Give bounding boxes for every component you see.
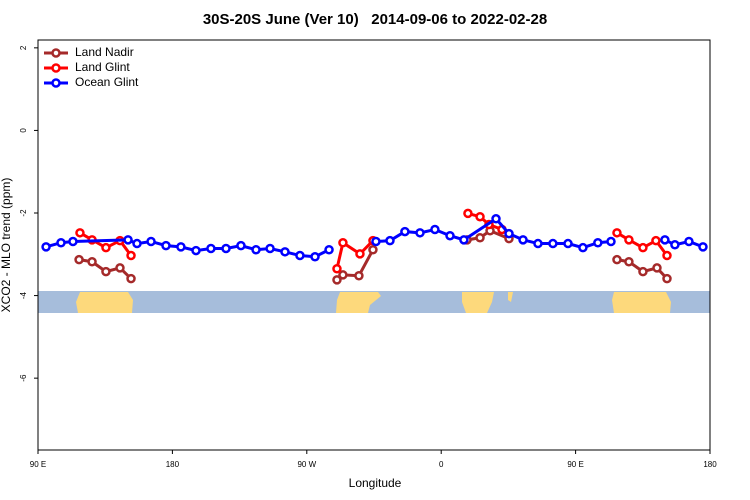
x-axis-label: Longitude	[349, 476, 402, 490]
point	[68, 236, 78, 247]
point	[310, 252, 320, 262]
point	[463, 208, 473, 219]
point	[75, 228, 85, 238]
point	[670, 240, 680, 250]
plot-frame	[37, 39, 711, 451]
point	[606, 236, 616, 247]
x-tick-label: 90 W	[297, 460, 316, 469]
point	[475, 233, 485, 243]
point	[548, 238, 558, 249]
point	[206, 243, 216, 254]
point	[662, 273, 672, 284]
legend-label: Ocean Glint	[75, 75, 139, 89]
point	[251, 244, 261, 255]
point	[236, 240, 246, 251]
point	[415, 228, 425, 238]
y-tick-label: -2	[19, 209, 28, 217]
point	[578, 242, 588, 253]
point	[338, 237, 348, 248]
legend-label: Land Glint	[75, 60, 130, 74]
point	[612, 254, 622, 265]
point	[332, 275, 342, 285]
legend-marker	[51, 63, 61, 73]
point	[101, 266, 111, 277]
point	[338, 270, 348, 280]
chart-title: 30S-20S June (Ver 10) 2014-09-06 to 2022…	[203, 11, 547, 28]
point	[533, 238, 543, 249]
point	[368, 244, 378, 255]
y-tick-label: -6	[19, 374, 28, 382]
y-tick-label: -4	[19, 291, 28, 299]
point	[518, 235, 528, 245]
point	[161, 240, 171, 251]
legend-marker	[51, 78, 61, 88]
point	[593, 237, 603, 248]
point	[459, 235, 469, 245]
point	[504, 228, 514, 239]
point	[101, 242, 111, 253]
x-tick-label: 180	[166, 460, 180, 469]
point	[612, 228, 622, 238]
point	[354, 271, 364, 281]
point	[332, 263, 342, 274]
land	[336, 292, 381, 313]
point	[651, 235, 661, 246]
x-tick-label: 90 E	[30, 460, 46, 469]
point	[445, 230, 455, 241]
land	[612, 292, 671, 313]
y-tick-label: 0	[19, 128, 28, 133]
point	[624, 235, 634, 245]
point	[126, 250, 136, 261]
point	[126, 273, 136, 284]
legend-label: Land Nadir	[75, 45, 134, 59]
land	[508, 292, 513, 302]
point	[624, 256, 634, 267]
point	[146, 236, 156, 247]
point	[652, 263, 662, 273]
point	[371, 236, 381, 247]
y-tick-label: 2	[19, 45, 28, 50]
ocean-band	[38, 291, 710, 313]
point	[191, 245, 201, 256]
point	[123, 235, 133, 245]
y-axis-label: XCO2 - MLO trend (ppm)	[0, 178, 13, 313]
x-tick-label: 0	[439, 460, 444, 469]
point	[87, 256, 97, 267]
point	[132, 238, 142, 249]
point	[400, 226, 410, 237]
point	[176, 242, 186, 252]
point	[355, 249, 365, 259]
point	[660, 235, 670, 245]
point	[56, 237, 66, 248]
point	[295, 250, 305, 261]
point	[41, 242, 51, 252]
land	[76, 292, 133, 313]
legend-marker	[51, 48, 61, 58]
x-tick-label: 90 E	[567, 460, 583, 469]
point	[662, 250, 672, 261]
point	[265, 243, 275, 254]
point	[638, 266, 648, 277]
map-strip	[38, 291, 710, 313]
point	[563, 238, 573, 249]
point	[115, 263, 125, 273]
land	[462, 292, 494, 313]
point	[491, 214, 501, 224]
point	[638, 242, 648, 253]
point	[684, 236, 694, 247]
x-tick-label: 180	[703, 460, 717, 469]
point	[430, 224, 440, 235]
point	[475, 211, 485, 222]
point	[74, 254, 84, 265]
point	[385, 235, 395, 246]
point	[221, 243, 231, 254]
point	[324, 244, 334, 255]
point	[698, 242, 708, 252]
point	[280, 247, 290, 257]
